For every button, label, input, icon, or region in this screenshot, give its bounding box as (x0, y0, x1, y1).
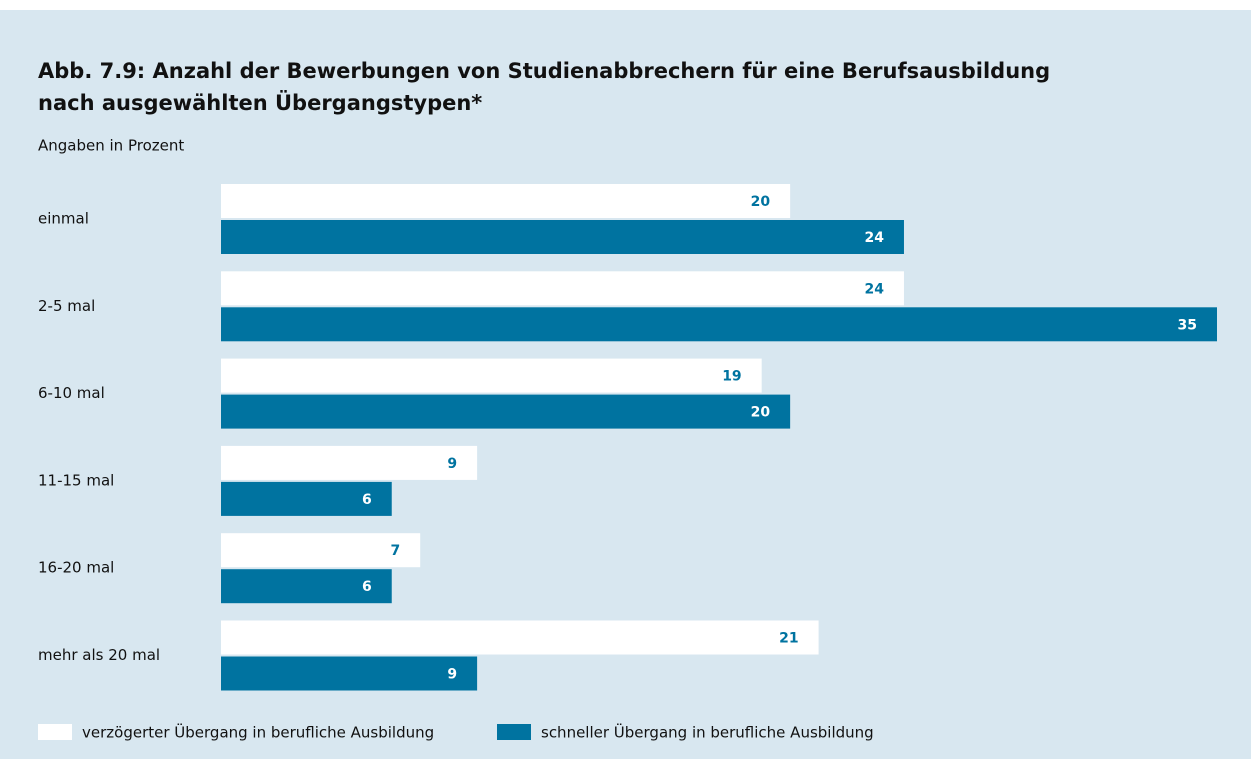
value-label: 21 (779, 631, 798, 647)
legend-swatch (497, 724, 531, 740)
legend-label: verzögerter Übergang in berufliche Ausbi… (82, 723, 434, 742)
bar (221, 220, 904, 254)
value-label: 24 (864, 230, 884, 246)
subtitle: Angaben in Prozent (38, 137, 184, 155)
bar (221, 620, 819, 655)
bar (221, 533, 421, 568)
value-label: 20 (751, 405, 771, 421)
value-label: 6 (362, 579, 372, 595)
value-label: 19 (722, 369, 741, 385)
category-label: 6-10 mal (38, 384, 105, 402)
category-label: 16-20 mal (38, 559, 114, 577)
value-label: 20 (751, 194, 771, 210)
bar (221, 307, 1217, 342)
bar (221, 358, 762, 393)
legend-label: schneller Übergang in berufliche Ausbild… (541, 723, 874, 742)
value-label: 6 (362, 492, 372, 508)
chart-title: Abb. 7.9: Anzahl der Bewerbungen von Stu… (38, 59, 1050, 83)
bar (221, 184, 791, 218)
value-label: 7 (390, 543, 400, 559)
bar (221, 445, 478, 480)
bar (221, 481, 392, 516)
legend-swatch (38, 724, 72, 740)
chart-title: nach ausgewählten Übergangstypen* (38, 90, 482, 115)
category-label: einmal (38, 210, 89, 228)
bar (221, 271, 904, 306)
category-label: mehr als 20 mal (38, 646, 160, 664)
value-label: 9 (447, 456, 457, 472)
category-label: 2-5 mal (38, 297, 95, 315)
bar (221, 394, 791, 429)
value-label: 35 (1178, 317, 1197, 333)
value-label: 24 (864, 281, 884, 297)
bar (221, 656, 478, 691)
bar (221, 569, 392, 604)
category-label: 11-15 mal (38, 471, 114, 489)
value-label: 9 (447, 667, 457, 683)
